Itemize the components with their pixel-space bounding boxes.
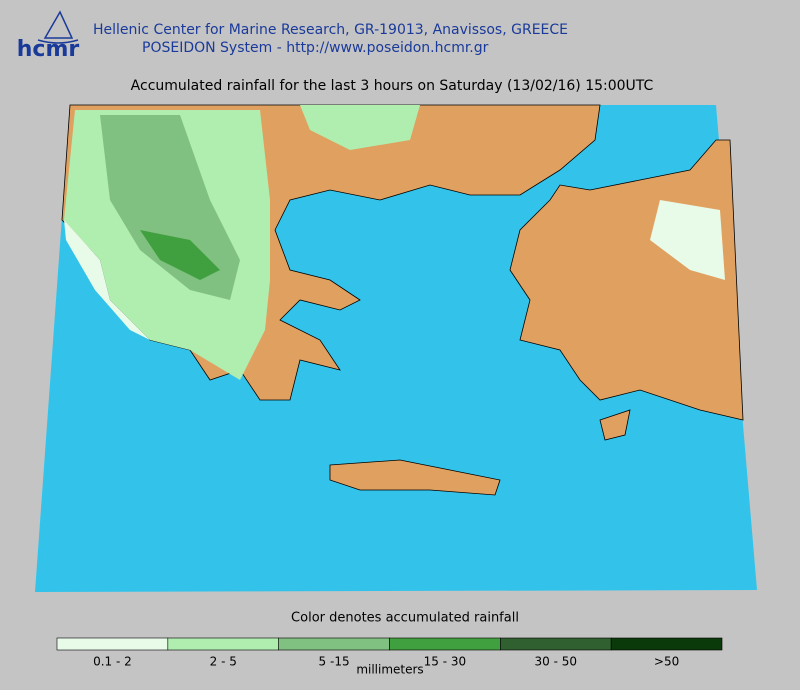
rain-area bbox=[300, 105, 420, 150]
legend-swatch bbox=[56, 637, 169, 651]
logo-icon bbox=[37, 10, 79, 44]
legend: 0.1 - 2 2 - 5 5 -15 15 - 30 30 - 50 >50 bbox=[56, 637, 723, 669]
legend-label: 15 - 30 bbox=[424, 655, 467, 669]
legend-swatch bbox=[389, 637, 501, 651]
rain-area bbox=[650, 200, 725, 280]
legend-label: 2 - 5 bbox=[210, 655, 237, 669]
legend-swatch bbox=[610, 637, 723, 651]
logo: hcmr bbox=[17, 37, 80, 62]
island bbox=[329, 459, 501, 496]
rain-area bbox=[64, 220, 150, 340]
legend-unit: millimeters bbox=[356, 663, 423, 677]
map bbox=[35, 104, 757, 592]
legend-caption: Color denotes accumulated rainfall bbox=[291, 611, 519, 626]
rain-area bbox=[100, 115, 240, 300]
header-line: Hellenic Center for Marine Research, GR-… bbox=[93, 22, 568, 38]
legend-label: >50 bbox=[654, 655, 679, 669]
legend-swatch bbox=[167, 637, 279, 651]
header-line: POSEIDON System - http://www.poseidon.hc… bbox=[142, 40, 489, 56]
rain-area bbox=[140, 230, 220, 280]
legend-label: 0.1 - 2 bbox=[93, 655, 132, 669]
legend-label: 30 - 50 bbox=[535, 655, 578, 669]
legend-swatch bbox=[278, 637, 390, 651]
island bbox=[599, 409, 631, 441]
map-title: Accumulated rainfall for the last 3 hour… bbox=[131, 78, 654, 94]
legend-label: 5 -15 bbox=[319, 655, 350, 669]
legend-swatch bbox=[500, 637, 612, 651]
